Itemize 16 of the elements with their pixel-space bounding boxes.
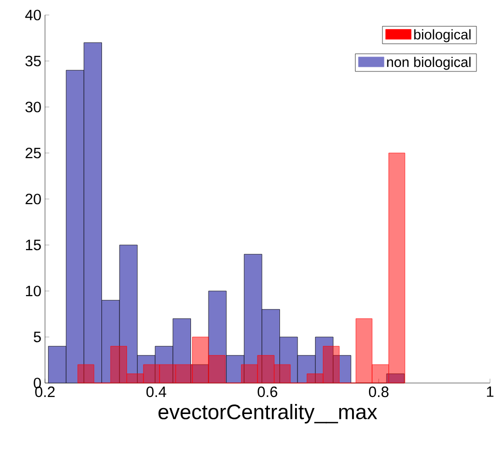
y-tick-label: 10 (26, 286, 41, 296)
x-axis-title: evectorCentrality__max (158, 404, 378, 424)
y-tick-label: 35 (25, 56, 41, 66)
x-tick-label: 0.4 (146, 386, 166, 398)
x-tick-label: 1 (486, 386, 494, 397)
legend-label: non biological (387, 56, 471, 70)
y-tick-label: 20 (26, 194, 41, 204)
x-tick-label: 0.6 (258, 386, 278, 398)
y-tick-label: 5 (34, 332, 41, 342)
y-tick-label: 25 (26, 148, 41, 158)
y-tick-label: 40 (25, 10, 41, 20)
y-tick-label: 15 (26, 240, 41, 250)
y-tick-label: 30 (25, 102, 41, 112)
x-tick-label: 0.8 (368, 386, 388, 398)
x-tick-label: 0.2 (35, 386, 55, 398)
legend-label: biological (414, 29, 471, 42)
